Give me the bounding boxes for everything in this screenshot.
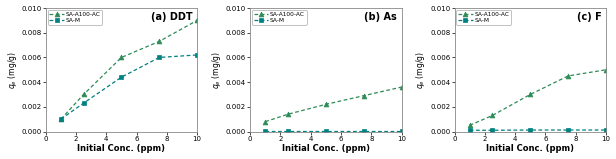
SA-M xyxy=(156,56,163,58)
Y-axis label: $q_e$ (mg/g): $q_e$ (mg/g) xyxy=(6,51,18,89)
Line: SA-M: SA-M xyxy=(263,129,404,134)
SA-M xyxy=(466,129,474,131)
Text: (b) As: (b) As xyxy=(364,12,397,22)
SA-A100-AC xyxy=(118,56,125,58)
SA-A100-AC xyxy=(564,75,572,77)
SA-A100-AC xyxy=(398,86,405,88)
Legend: SA-A100-AC, SA-M: SA-A100-AC, SA-M xyxy=(47,10,102,25)
SA-A100-AC xyxy=(322,103,330,105)
Line: SA-M: SA-M xyxy=(59,52,200,122)
SA-M xyxy=(527,129,534,131)
Y-axis label: $q_e$ (mg/g): $q_e$ (mg/g) xyxy=(210,51,223,89)
Line: SA-M: SA-M xyxy=(468,128,609,133)
Text: (a) DDT: (a) DDT xyxy=(151,12,193,22)
SA-A100-AC xyxy=(156,40,163,42)
Line: SA-A100-AC: SA-A100-AC xyxy=(59,18,200,122)
SA-M xyxy=(118,76,125,78)
SA-A100-AC xyxy=(466,124,474,126)
SA-M xyxy=(322,130,330,132)
X-axis label: Initial Conc. (ppm): Initial Conc. (ppm) xyxy=(486,144,574,153)
Legend: SA-A100-AC, SA-M: SA-A100-AC, SA-M xyxy=(456,10,511,25)
Y-axis label: $q_e$ (mg/g): $q_e$ (mg/g) xyxy=(415,51,428,89)
SA-M xyxy=(193,54,201,56)
Text: (c) F: (c) F xyxy=(577,12,601,22)
SA-A100-AC xyxy=(193,19,201,21)
SA-A100-AC xyxy=(80,93,87,95)
SA-M xyxy=(360,130,367,132)
X-axis label: Initial Conc. (ppm): Initial Conc. (ppm) xyxy=(282,144,370,153)
SA-A100-AC xyxy=(262,121,269,123)
Legend: SA-A100-AC, SA-M: SA-A100-AC, SA-M xyxy=(252,10,307,25)
SA-M xyxy=(57,118,65,120)
SA-M xyxy=(602,129,610,131)
SA-A100-AC xyxy=(360,95,367,97)
SA-M xyxy=(262,130,269,132)
SA-A100-AC xyxy=(285,113,292,115)
SA-A100-AC xyxy=(488,114,496,116)
SA-M xyxy=(488,129,496,131)
Line: SA-A100-AC: SA-A100-AC xyxy=(468,67,609,128)
SA-A100-AC xyxy=(602,69,610,71)
SA-M xyxy=(80,102,87,104)
SA-A100-AC xyxy=(57,118,65,120)
SA-A100-AC xyxy=(527,93,534,95)
SA-M xyxy=(564,129,572,131)
SA-M xyxy=(398,130,405,132)
X-axis label: Initial Conc. (ppm): Initial Conc. (ppm) xyxy=(78,144,166,153)
SA-M xyxy=(285,130,292,132)
Line: SA-A100-AC: SA-A100-AC xyxy=(263,85,404,124)
